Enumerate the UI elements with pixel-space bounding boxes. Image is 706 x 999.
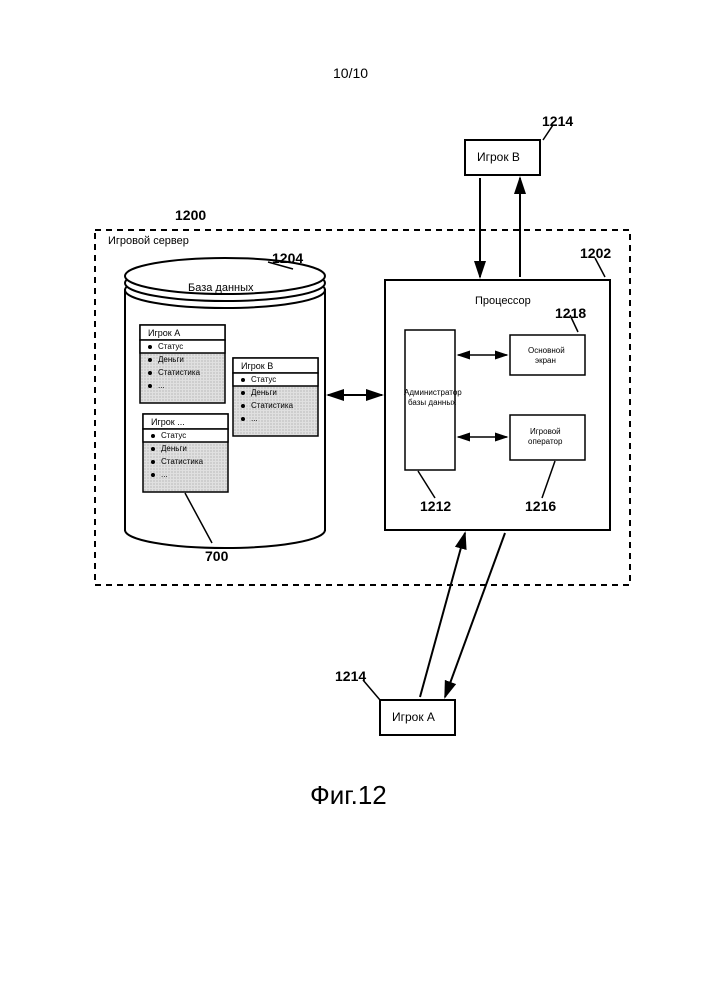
record-b-item3: ...	[251, 414, 258, 423]
record-a-item3: ...	[158, 381, 165, 390]
player-b-ext-label: Игрок B	[477, 150, 520, 164]
record-gen-item0: Статус	[161, 431, 186, 440]
main-screen-label2: экран	[535, 356, 556, 365]
record-gen-item2: Статистика	[161, 457, 203, 466]
main-screen-box	[510, 335, 585, 375]
record-a-title: Игрок A	[148, 328, 180, 338]
record-b-item1: Деньги	[251, 388, 277, 397]
processor-label: Процессор	[475, 295, 531, 307]
main-screen-label1: Основной	[528, 346, 565, 355]
ref-1218: 1218	[555, 305, 586, 321]
record-gen-item1: Деньги	[161, 444, 187, 453]
db-admin-label1: Администратор	[404, 388, 462, 397]
diagram-canvas	[0, 0, 706, 999]
ref-1202: 1202	[580, 245, 611, 261]
ref-1216: 1216	[525, 498, 556, 514]
record-gen-item3: ...	[161, 470, 168, 479]
record-a-item2: Статистика	[158, 368, 200, 377]
record-a-item1: Деньги	[158, 355, 184, 364]
record-b-item2: Статистика	[251, 401, 293, 410]
database-label: База данных	[188, 282, 254, 294]
ref-1214-a: 1214	[335, 668, 366, 684]
record-b-item0: Статус	[251, 375, 276, 384]
figure-label: Фиг.12	[310, 780, 387, 811]
ref-1212: 1212	[420, 498, 451, 514]
game-op-label1: Игровой	[530, 427, 561, 436]
game-op-label2: оператор	[528, 437, 562, 446]
page-number: 10/10	[333, 65, 368, 81]
ref-1200: 1200	[175, 207, 206, 223]
ref-1214-b: 1214	[542, 113, 573, 129]
record-b-title: Игрок B	[241, 361, 273, 371]
arrow-playera-down	[445, 533, 505, 697]
record-gen-title: Игрок ...	[151, 417, 185, 427]
db-admin-label2: базы данных	[408, 398, 456, 407]
server-label: Игровой сервер	[108, 235, 189, 247]
ref-1204: 1204	[272, 250, 303, 266]
arrow-playera-up	[420, 533, 465, 697]
record-a-item0: Статус	[158, 342, 183, 351]
ref-700: 700	[205, 548, 228, 564]
player-a-ext-label: Игрок A	[392, 710, 435, 724]
